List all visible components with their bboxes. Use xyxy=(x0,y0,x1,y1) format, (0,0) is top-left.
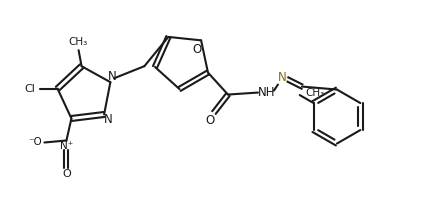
Text: O: O xyxy=(205,114,215,127)
Text: O: O xyxy=(193,43,202,56)
Text: N: N xyxy=(108,70,117,83)
Text: O: O xyxy=(62,169,71,180)
Text: CH₃: CH₃ xyxy=(306,88,325,98)
Text: N⁺: N⁺ xyxy=(60,141,73,152)
Text: NH: NH xyxy=(258,86,276,99)
Text: ⁻O: ⁻O xyxy=(29,137,42,147)
Text: N: N xyxy=(278,71,286,84)
Text: Cl: Cl xyxy=(24,84,35,94)
Text: CH₃: CH₃ xyxy=(68,37,87,47)
Text: N: N xyxy=(104,113,112,126)
